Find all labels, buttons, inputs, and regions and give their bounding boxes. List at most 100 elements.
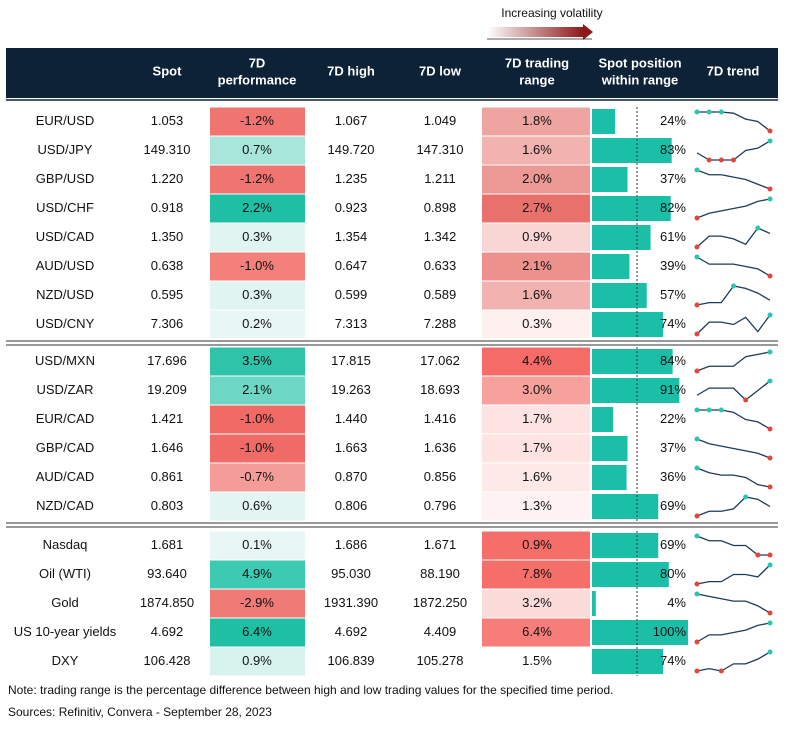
- range-cell: [482, 310, 590, 339]
- trend-high: [731, 283, 736, 289]
- low-cell: 0.589: [424, 287, 457, 302]
- low-cell: 1.049: [424, 113, 457, 128]
- position-bar: [592, 378, 680, 403]
- high-cell: 106.839: [328, 653, 375, 668]
- trend-line: [696, 651, 771, 672]
- trend-low: [694, 331, 700, 337]
- name-cell: DXY: [52, 653, 79, 668]
- position-bar: [592, 254, 630, 279]
- high-cell: 0.806: [335, 498, 368, 513]
- trend-high: [743, 494, 749, 500]
- name-cell: EUR/USD: [36, 113, 95, 128]
- trend-low: [731, 157, 736, 163]
- high-cell: 0.647: [335, 258, 368, 273]
- perf-cell: 3.5%: [242, 353, 272, 368]
- range-cell: 1.5%: [522, 653, 552, 668]
- perf-cell: 6.4%: [242, 624, 272, 639]
- trend-low: [743, 397, 749, 403]
- trend-line: [696, 256, 771, 277]
- range-cell: 1.7%: [522, 440, 552, 455]
- column-header: Spot: [153, 63, 183, 78]
- position-bar: [592, 167, 628, 192]
- trend-high: [767, 649, 773, 655]
- spot-cell: 19.209: [147, 382, 187, 397]
- range-cell: [482, 647, 590, 676]
- trend-line: [696, 140, 771, 161]
- perf-cell: [210, 252, 305, 281]
- trend-high: [767, 312, 773, 318]
- high-cell: 1.686: [335, 537, 368, 552]
- position-label: 22%: [660, 411, 686, 426]
- perf-cell: 2.1%: [242, 382, 272, 397]
- perf-cell: -1.0%: [240, 440, 274, 455]
- high-cell: 1.067: [335, 113, 368, 128]
- position-bar: [592, 109, 616, 134]
- trend-line: [696, 438, 771, 459]
- perf-cell: [210, 589, 305, 618]
- low-cell: 18.693: [420, 382, 460, 397]
- perf-cell: -1.2%: [240, 171, 274, 186]
- trend-low: [755, 552, 761, 558]
- trend-high: [755, 225, 761, 231]
- trend-low: [718, 668, 724, 674]
- position-bar: [592, 407, 614, 432]
- trend-high: [767, 349, 773, 355]
- low-cell: 0.796: [424, 498, 457, 513]
- column-header: Spot position: [598, 55, 681, 70]
- name-cell: NZD/CAD: [36, 498, 94, 513]
- spot-cell: 149.310: [144, 142, 191, 157]
- position-label: 57%: [660, 287, 686, 302]
- range-cell: [482, 376, 590, 405]
- trend-high: [767, 562, 773, 568]
- perf-cell: 2.2%: [242, 200, 272, 215]
- range-cell: [482, 252, 590, 281]
- trend-high: [706, 109, 712, 115]
- perf-cell: -1.2%: [240, 113, 274, 128]
- range-cell: [482, 492, 590, 521]
- spot-cell: 0.595: [151, 287, 184, 302]
- position-label: 24%: [660, 113, 686, 128]
- trend-line: [696, 351, 771, 372]
- high-cell: 17.815: [331, 353, 371, 368]
- range-cell: 2.1%: [522, 258, 552, 273]
- perf-cell: 0.7%: [242, 142, 272, 157]
- trend-line: [696, 227, 771, 248]
- position-label: 61%: [660, 229, 686, 244]
- spot-cell: 4.692: [151, 624, 184, 639]
- range-cell: 7.8%: [522, 566, 552, 581]
- high-cell: 1.354: [335, 229, 368, 244]
- name-cell: AUD/CAD: [36, 469, 95, 484]
- name-cell: EUR/CAD: [36, 411, 95, 426]
- range-cell: [482, 434, 590, 463]
- spot-cell: 1.053: [151, 113, 184, 128]
- trend-low: [706, 157, 712, 163]
- position-label: 37%: [660, 440, 686, 455]
- trend-line: [696, 198, 771, 219]
- trend-low: [767, 128, 773, 134]
- name-cell: Nasdaq: [43, 537, 88, 552]
- range-cell: [482, 531, 590, 560]
- range-cell: 2.7%: [522, 200, 552, 215]
- header-band: [6, 48, 778, 98]
- high-cell: 4.692: [335, 624, 368, 639]
- trend-line: [696, 314, 771, 335]
- trend-high: [694, 109, 700, 115]
- range-cell: [482, 136, 590, 165]
- trend-low: [694, 368, 700, 374]
- range-cell: [482, 223, 590, 252]
- perf-cell: [210, 618, 305, 647]
- range-cell: 0.9%: [522, 229, 552, 244]
- range-cell: 0.3%: [522, 316, 552, 331]
- perf-cell: [210, 194, 305, 223]
- perf-cell: [210, 310, 305, 339]
- trend-line: [696, 622, 771, 643]
- perf-cell: [210, 463, 305, 492]
- volatility-arrow: [583, 24, 593, 40]
- low-cell: 88.190: [420, 566, 460, 581]
- trend-low: [694, 639, 700, 645]
- perf-cell: -1.0%: [240, 258, 274, 273]
- trend-low: [767, 426, 773, 432]
- trend-line: [696, 169, 771, 190]
- trend-line: [696, 535, 770, 556]
- position-bar: [592, 312, 664, 337]
